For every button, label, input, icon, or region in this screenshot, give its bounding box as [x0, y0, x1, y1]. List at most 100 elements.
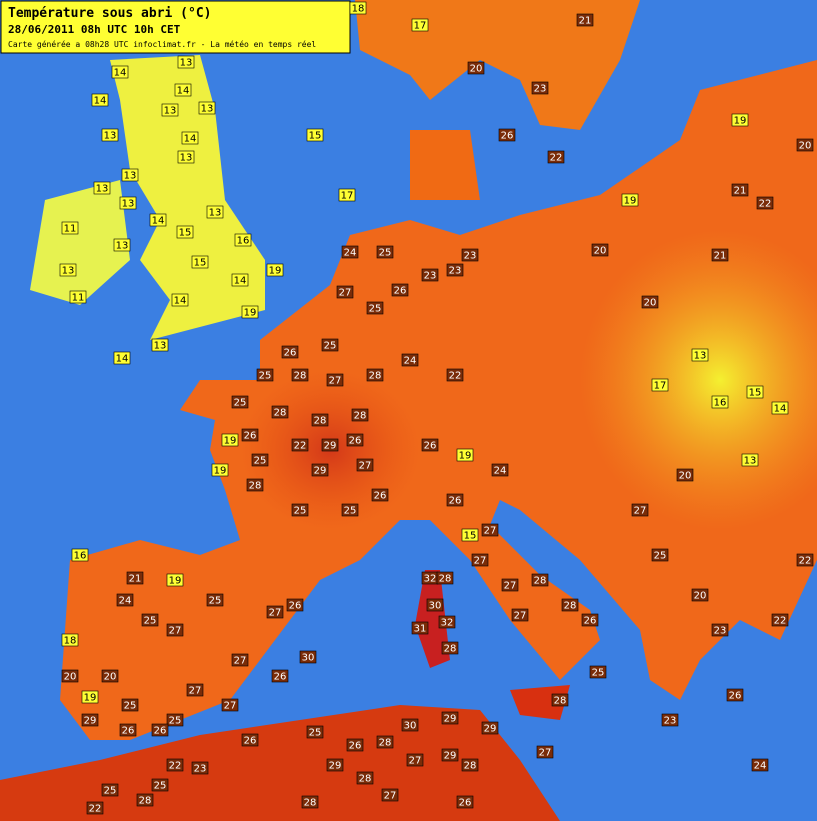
station-value: 23	[664, 716, 677, 727]
station: 22	[547, 150, 565, 164]
station-value: 29	[484, 724, 497, 735]
station-box	[349, 1, 367, 15]
station-value: 29	[324, 441, 337, 452]
station-value: 11	[64, 224, 77, 235]
station-box	[461, 528, 479, 542]
station-box	[126, 571, 144, 585]
station-value: 25	[369, 304, 382, 315]
station-value: 14	[114, 68, 127, 79]
station: 29	[441, 748, 459, 762]
station-box	[411, 621, 429, 635]
station-value: 27	[539, 748, 552, 759]
station-box	[441, 711, 459, 725]
station-value: 26	[244, 431, 257, 442]
station: 28	[436, 571, 454, 585]
station: 14	[111, 65, 129, 79]
station: 14	[113, 351, 131, 365]
station-value: 23	[534, 84, 547, 95]
station: 11	[61, 221, 79, 235]
station: 13	[101, 128, 119, 142]
station: 20	[641, 295, 659, 309]
station: 13	[119, 196, 137, 210]
station-box	[171, 293, 189, 307]
station-value: 28	[439, 574, 452, 585]
station: 25	[251, 453, 269, 467]
station: 23	[711, 623, 729, 637]
station-box	[211, 463, 229, 477]
station-value: 29	[444, 714, 457, 725]
station-value: 13	[62, 266, 75, 277]
station-value: 26	[424, 441, 437, 452]
station-value: 13	[104, 131, 117, 142]
station-box	[321, 338, 339, 352]
station-value: 28	[139, 796, 152, 807]
station: 13	[121, 168, 139, 182]
mainland	[60, 60, 817, 740]
station: 25	[589, 665, 607, 679]
station-box	[166, 573, 184, 587]
station-box	[149, 213, 167, 227]
station: 22	[166, 758, 184, 772]
station-box	[326, 758, 344, 772]
station-box	[286, 598, 304, 612]
station-box	[561, 598, 579, 612]
station-value: 28	[249, 481, 262, 492]
station: 28	[246, 478, 264, 492]
station-box	[231, 653, 249, 667]
station-box	[321, 438, 339, 452]
station: 21	[711, 248, 729, 262]
station-value: 25	[259, 371, 272, 382]
station: 27	[221, 698, 239, 712]
station-value: 27	[329, 376, 342, 387]
station-box	[346, 738, 364, 752]
station-box	[231, 395, 249, 409]
station-box	[547, 150, 565, 164]
station: 15	[306, 128, 324, 142]
station-value: 28	[464, 761, 477, 772]
station-value: 22	[169, 761, 182, 772]
station-box	[726, 688, 744, 702]
station-box	[326, 373, 344, 387]
station-box	[346, 433, 364, 447]
station: 14	[149, 213, 167, 227]
station-value: 28	[274, 408, 287, 419]
station-box	[121, 168, 139, 182]
station: 13	[691, 348, 709, 362]
station-value: 27	[339, 288, 352, 299]
corsica-sardinia	[415, 570, 450, 668]
station-value: 14	[116, 354, 129, 365]
station-box	[641, 295, 659, 309]
station-value: 20	[470, 64, 483, 75]
station-value: 26	[274, 672, 287, 683]
station-value: 25	[379, 248, 392, 259]
station: 14	[91, 93, 109, 107]
station-box	[498, 128, 516, 142]
station-box	[121, 698, 139, 712]
station: 25	[306, 725, 324, 739]
station-value: 20	[694, 591, 707, 602]
station-box	[651, 548, 669, 562]
station-box	[291, 503, 309, 517]
station: 26	[726, 688, 744, 702]
station-box	[441, 641, 459, 655]
station-box	[119, 196, 137, 210]
station: 13	[161, 103, 179, 117]
station: 15	[746, 385, 764, 399]
station-box	[266, 605, 284, 619]
station-value: 28	[304, 798, 317, 809]
station-box	[93, 181, 111, 195]
station-value: 13	[164, 106, 177, 117]
station-box	[356, 458, 374, 472]
station: 25	[141, 613, 159, 627]
station: 27	[336, 285, 354, 299]
station-box	[71, 548, 89, 562]
station-box	[371, 488, 389, 502]
station-box	[746, 385, 764, 399]
station-value: 30	[404, 721, 417, 732]
station-value: 24	[404, 356, 417, 367]
station-value: 14	[184, 134, 197, 145]
station: 13	[113, 238, 131, 252]
station-value: 26	[501, 131, 514, 142]
station: 15	[461, 528, 479, 542]
station-box	[401, 718, 419, 732]
